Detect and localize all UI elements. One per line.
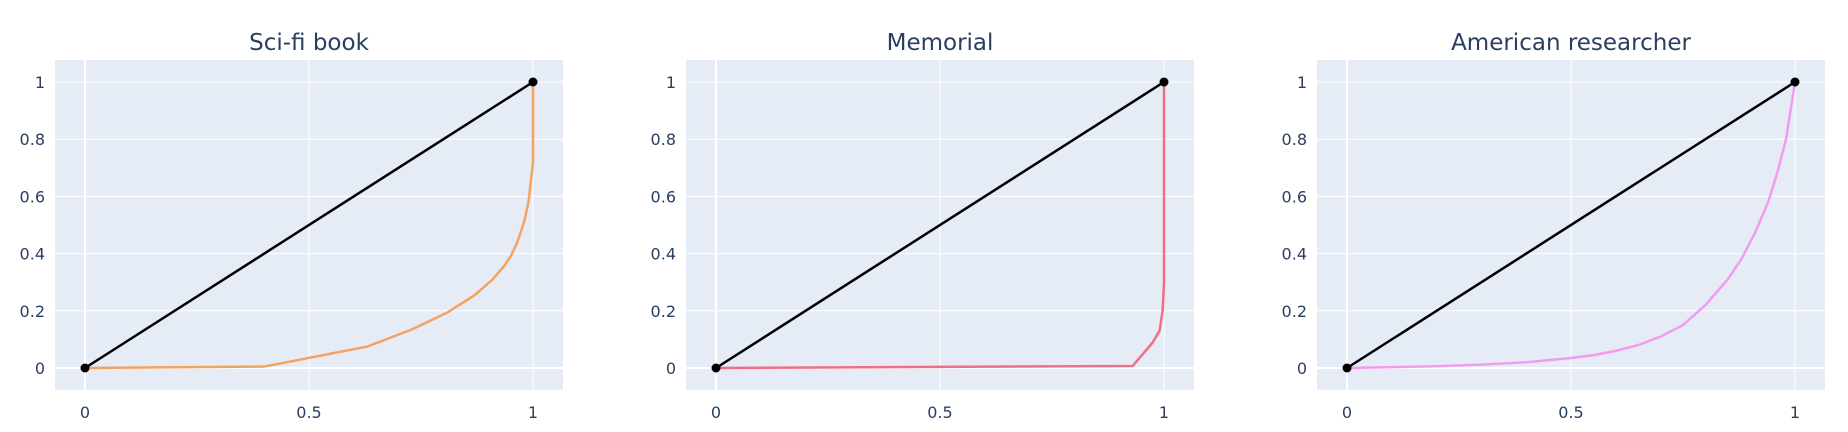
diagonal-endpoint-marker <box>1342 363 1352 373</box>
y-tick-label: 0.8 <box>20 130 45 149</box>
x-tick-label: 1 <box>1790 403 1800 422</box>
diagonal-endpoint-marker <box>711 363 721 373</box>
x-tick-label: 0 <box>1342 403 1352 422</box>
y-tick-label: 0.4 <box>20 245 45 264</box>
x-tick-label: 1 <box>1159 403 1169 422</box>
y-tick-label: 0.6 <box>651 187 676 206</box>
chart-panel-2: 0 0.5 1 0 0.2 0.4 0.6 0.8 1 Memorial <box>651 30 1194 422</box>
x-tick-label: 0.5 <box>1558 403 1583 422</box>
chart-title: Memorial <box>887 30 994 56</box>
y-tick-label: 0.2 <box>651 302 676 321</box>
y-tick-label: 0.2 <box>1282 302 1307 321</box>
y-tick-label: 0.2 <box>20 302 45 321</box>
y-tick-label: 1 <box>1297 73 1307 92</box>
chart-panel-3: 0 0.5 1 0 0.2 0.4 0.6 0.8 1 American researcher <box>1282 30 1825 422</box>
diagonal-endpoint-marker <box>1790 77 1800 87</box>
diagonal-reference-line <box>715 80 1165 370</box>
lorenz-curve-line <box>84 82 535 370</box>
diagonal-endpoint-marker <box>1159 77 1169 87</box>
y-tick-label: 0.8 <box>1282 130 1307 149</box>
chart-title: American researcher <box>1451 30 1691 56</box>
y-tick-label: 1 <box>35 73 45 92</box>
y-tick-label: 0 <box>666 359 676 378</box>
chart-title: Sci-fi book <box>249 30 369 56</box>
y-tick-label: 0.4 <box>651 245 676 264</box>
y-tick-label: 0.6 <box>20 187 45 206</box>
x-tick-label: 0 <box>711 403 721 422</box>
diagonal-reference-line <box>84 80 534 370</box>
y-tick-label: 0 <box>1297 359 1307 378</box>
y-tick-label: 1 <box>666 73 676 92</box>
x-tick-label: 0.5 <box>296 403 321 422</box>
x-tick-label: 0.5 <box>927 403 952 422</box>
y-tick-label: 0.6 <box>1282 187 1307 206</box>
y-tick-label: 0.4 <box>1282 245 1307 264</box>
diagonal-reference-line <box>1346 80 1796 370</box>
lorenz-curve-line <box>1346 81 1797 370</box>
lorenz-curve-line <box>715 82 1166 370</box>
chart-panel-1: 0 0.5 1 0 0.2 0.4 0.6 0.8 1 Sci-fi book <box>20 30 563 422</box>
diagonal-endpoint-marker <box>528 77 538 87</box>
x-tick-label: 0 <box>80 403 90 422</box>
diagonal-endpoint-marker <box>80 363 90 373</box>
x-tick-label: 1 <box>528 403 538 422</box>
y-tick-label: 0 <box>35 359 45 378</box>
y-tick-label: 0.8 <box>651 130 676 149</box>
